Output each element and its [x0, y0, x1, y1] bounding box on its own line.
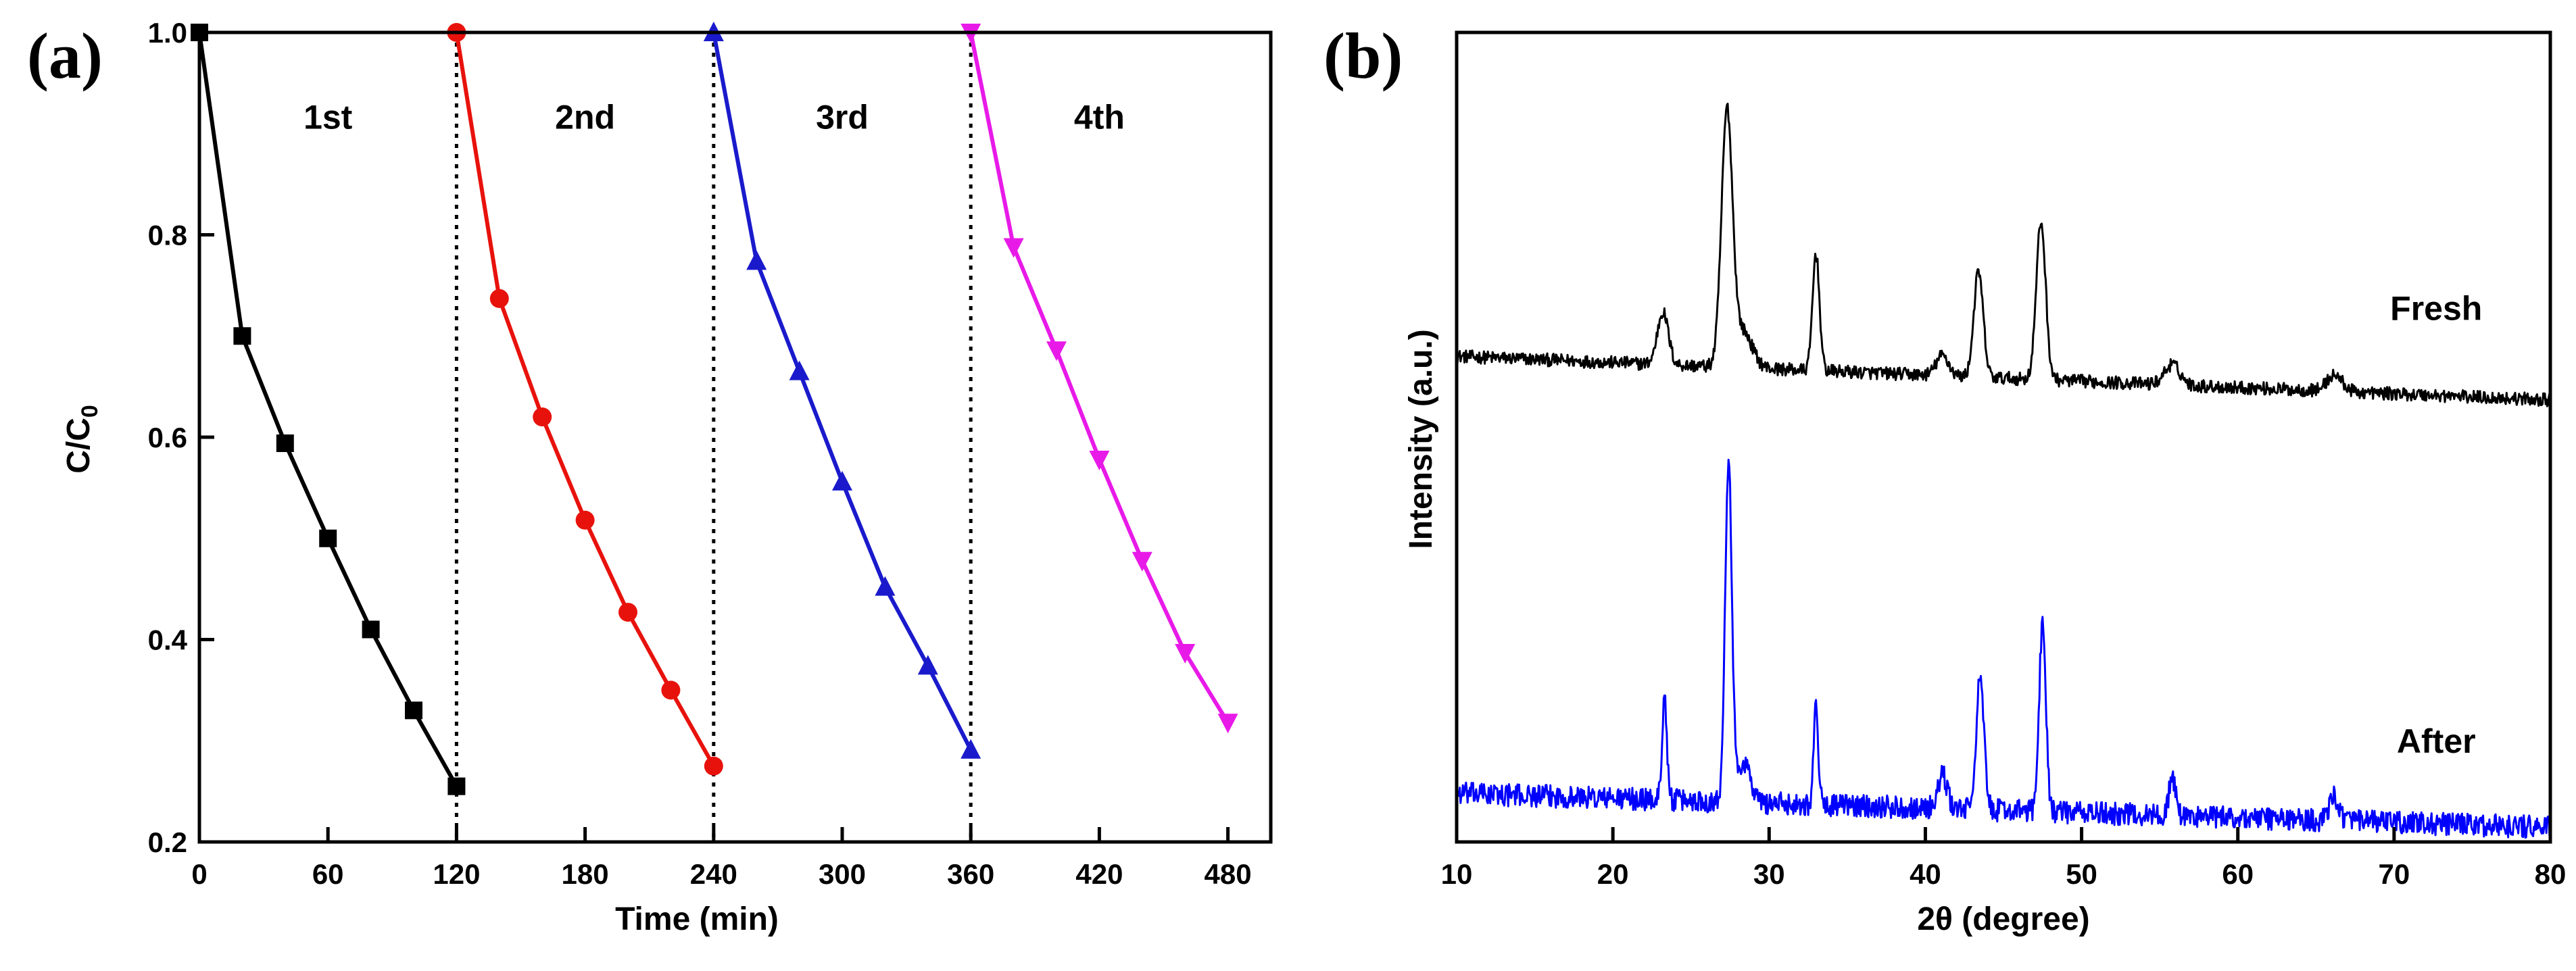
panel-b: (b) Fresh After 10 20 30 40 50 60 70 80 2θ (degr… — [1323, 20, 2566, 937]
y-tick-label: 0.8 — [148, 220, 187, 251]
x-tick-label: 70 — [2378, 858, 2410, 890]
data-point-1st — [319, 529, 337, 547]
x-tick-label: 40 — [1910, 858, 1941, 890]
x-tick-label: 420 — [1075, 858, 1123, 890]
data-point-3rd — [961, 739, 981, 759]
panel-a-label: (a) — [27, 20, 103, 92]
data-point-3rd — [917, 655, 938, 675]
data-point-4th — [1217, 714, 1238, 734]
series-line-2nd — [454, 32, 716, 768]
xrd-pattern-fresh — [1456, 102, 2552, 407]
data-point-3rd — [875, 576, 896, 596]
data-point-4th — [1089, 450, 1110, 470]
y-tick-label: 0.2 — [148, 826, 187, 858]
cycle-label-1st: 1st — [303, 98, 353, 136]
data-point-1st — [233, 327, 251, 345]
data-point-1st — [276, 434, 294, 452]
data-point-3rd — [789, 360, 810, 380]
data-point-1st — [447, 777, 466, 795]
xrd-pattern-after — [1455, 458, 2552, 839]
x-tick-label: 30 — [1753, 858, 1785, 890]
data-point-4th — [1132, 551, 1152, 572]
x-tick-label: 240 — [690, 858, 737, 890]
x-tick-label: 300 — [819, 858, 866, 890]
series-line-1st — [197, 32, 459, 788]
y-tick-label: 0.6 — [148, 422, 187, 453]
x-tick-label: 10 — [1441, 858, 1473, 890]
panel-a-x-axis-title: Time (min) — [615, 901, 779, 937]
panel-a: (a) 1st 2nd 3rd 4th 0 60 120 180 240 300 360 420 48… — [27, 17, 1273, 937]
x-tick-label: 20 — [1597, 858, 1629, 890]
panel-b-x-axis-title: 2θ (degree) — [1917, 901, 2089, 937]
x-tick-label: 360 — [947, 858, 994, 890]
panel-b-y-axis-title: Intensity (a.u.) — [1403, 329, 1439, 549]
x-tick-label: 80 — [2535, 858, 2567, 890]
data-point-2nd — [489, 289, 509, 308]
series-line-3rd — [711, 32, 973, 751]
x-tick-label: 0 — [191, 858, 207, 890]
data-point-2nd — [704, 756, 723, 776]
cycle-label-4th: 4th — [1074, 98, 1125, 136]
data-point-2nd — [575, 510, 595, 530]
panel-a-y-axis-title: C/C0 — [61, 405, 103, 474]
cycle-label-3rd: 3rd — [816, 98, 869, 136]
x-tick-label: 120 — [433, 858, 480, 890]
y-tick-label: 1.0 — [148, 17, 187, 49]
series-label-fresh: Fresh — [2390, 289, 2482, 327]
panel-b-frame — [1455, 30, 2552, 844]
y-axis-title-base: C/C — [61, 418, 97, 474]
data-point-1st — [362, 620, 380, 639]
x-tick-label: 480 — [1205, 858, 1252, 890]
data-point-2nd — [661, 680, 681, 700]
panel-b-label: (b) — [1323, 20, 1403, 92]
data-point-4th — [1175, 643, 1196, 664]
cycle-label-2nd: 2nd — [555, 98, 615, 136]
data-point-4th — [1003, 238, 1024, 258]
data-point-3rd — [746, 250, 767, 270]
y-tick-label: 0.4 — [148, 624, 188, 656]
x-tick-label: 60 — [312, 858, 344, 890]
data-point-1st — [405, 701, 422, 720]
y-axis-title-subscript: 0 — [77, 405, 103, 418]
series-label-after: After — [2397, 722, 2476, 760]
x-tick-label: 50 — [2066, 858, 2097, 890]
data-point-4th — [1046, 341, 1067, 362]
x-tick-label: 60 — [2222, 858, 2254, 890]
data-point-2nd — [618, 603, 637, 622]
data-point-2nd — [533, 407, 552, 427]
data-point-3rd — [832, 470, 852, 491]
x-tick-label: 180 — [562, 858, 609, 890]
